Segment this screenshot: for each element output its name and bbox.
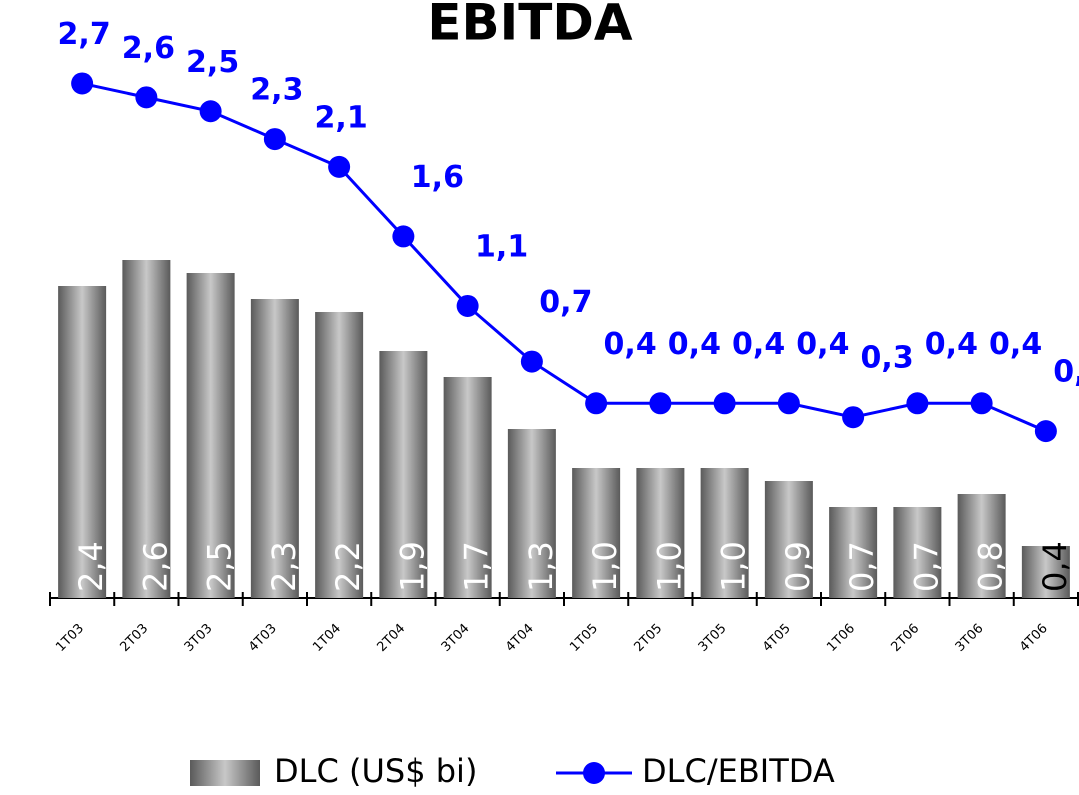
bar-value-label: 1,9: [393, 541, 431, 592]
line: [81, 81, 1047, 433]
bar: [507, 429, 556, 598]
line-marker: [199, 100, 222, 123]
x-tick-label: 1T04: [310, 621, 344, 655]
bar: [893, 507, 942, 598]
line-value-label: 0,4: [925, 327, 978, 362]
bar: [186, 273, 235, 598]
line-value-label: 0,2: [1053, 355, 1079, 390]
bar-value-label: 0,4: [1036, 541, 1074, 592]
line-value-label: 1,6: [411, 160, 464, 195]
bar-value-label: 1,3: [522, 541, 560, 592]
bar-value-label: 0,9: [779, 541, 817, 592]
line-marker: [71, 72, 94, 95]
x-tick-label: 1T06: [824, 621, 858, 655]
line-value-label: 0,4: [989, 327, 1042, 362]
bar: [122, 260, 171, 598]
bar-value-label: 0,7: [843, 541, 881, 592]
legend-marker: [583, 762, 605, 784]
bar-value-label: 0,8: [972, 541, 1010, 592]
x-tick-label: 4T06: [1017, 621, 1051, 655]
line-marker: [392, 225, 415, 248]
x-tick-label: 4T05: [760, 621, 794, 655]
bar: [379, 351, 428, 598]
line-value-label: 2,3: [250, 73, 303, 108]
x-tick-label: 2T04: [374, 621, 408, 655]
bar-value-label: 1,7: [458, 541, 496, 592]
x-tick-label: 1T03: [53, 621, 87, 655]
x-tick-label: 3T05: [696, 621, 730, 655]
bar: [315, 312, 364, 598]
bar-value-label: 0,7: [907, 541, 945, 592]
bar: [957, 494, 1006, 598]
bar-value-label: 1,0: [586, 541, 624, 592]
line-value-label: 0,4: [796, 327, 849, 362]
line-marker: [585, 392, 608, 415]
line-marker: [520, 350, 543, 373]
line-value-label: 2,6: [122, 31, 175, 66]
bar-value-label: 2,3: [265, 541, 303, 592]
bar-value-label: 2,5: [201, 541, 239, 592]
x-tick-label: 2T06: [888, 621, 922, 655]
bar-value-label: 1,0: [650, 541, 688, 592]
line-marker: [456, 294, 479, 317]
line-marker: [649, 392, 672, 415]
x-tick-label: 3T06: [953, 621, 987, 655]
legend-label: DLC (US$ bi): [274, 752, 477, 790]
line-value-label: 2,5: [186, 45, 239, 80]
line-value-label: 0,4: [732, 327, 785, 362]
bar: [1021, 546, 1070, 598]
line-value-label: 0,7: [539, 285, 592, 320]
x-tick-label: 3T03: [182, 621, 216, 655]
bar-value-label: 1,0: [715, 541, 753, 592]
line-marker: [135, 86, 158, 109]
bar: [443, 377, 492, 598]
line-value-label: 2,7: [58, 17, 111, 52]
legend-label: DLC/EBITDA: [642, 752, 835, 790]
bar: [572, 468, 621, 598]
x-tick-label: 2T05: [631, 621, 665, 655]
x-tick-label: 3T04: [439, 621, 473, 655]
line-value-label: 2,1: [315, 100, 368, 135]
bar: [764, 481, 813, 598]
bar: [636, 468, 685, 598]
bar: [58, 286, 107, 598]
line-marker: [842, 406, 865, 429]
line-value-label: 0,3: [861, 341, 914, 376]
bar: [700, 468, 749, 598]
line-marker: [906, 392, 929, 415]
bar-value-label: 2,2: [329, 541, 367, 592]
bar: [250, 299, 299, 598]
x-tick-label: 4T04: [503, 621, 537, 655]
line-value-label: 0,4: [604, 327, 657, 362]
line-value-label: 1,1: [475, 229, 528, 264]
line-marker: [1034, 420, 1057, 443]
bar-value-label: 2,4: [72, 541, 110, 592]
chart-title: EBITDA: [427, 0, 632, 52]
line-value-label: 0,4: [668, 327, 721, 362]
x-tick-label: 1T05: [567, 621, 601, 655]
x-tick-label: 2T03: [117, 621, 151, 655]
line-marker: [777, 392, 800, 415]
bar: [829, 507, 878, 598]
x-tick-label: 4T03: [246, 621, 280, 655]
line-marker: [328, 155, 351, 178]
line-marker: [713, 392, 736, 415]
line-marker: [970, 392, 993, 415]
bar-value-label: 2,6: [136, 541, 174, 592]
line-marker: [263, 128, 286, 151]
legend-swatch: [190, 760, 260, 786]
